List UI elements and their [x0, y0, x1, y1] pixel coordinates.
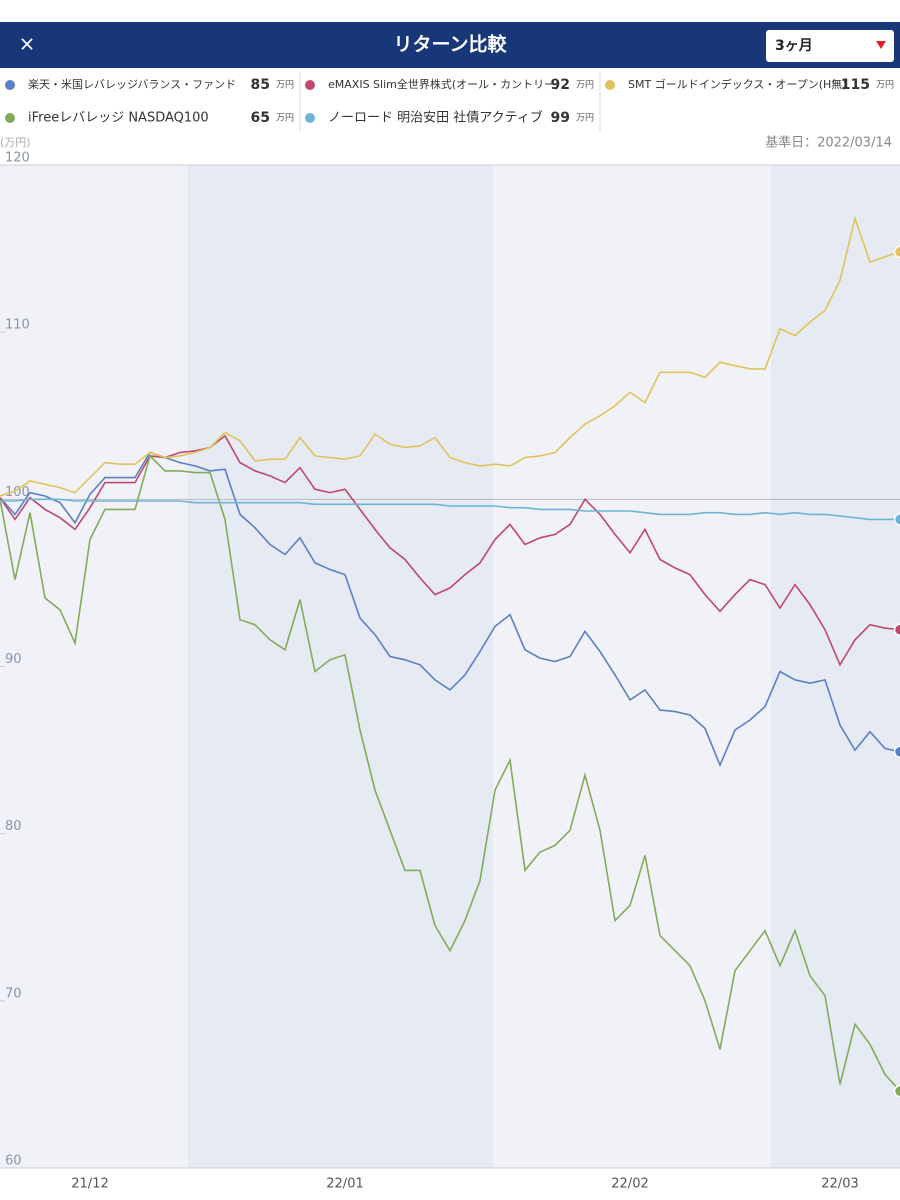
- legend-unit: 万円: [576, 80, 594, 91]
- x-tick-label: 22/01: [326, 1177, 363, 1192]
- legend-dot: [305, 113, 315, 123]
- end-dot: [893, 513, 900, 526]
- legend-value: 92: [551, 77, 570, 93]
- month-band: [188, 165, 493, 1168]
- y-tick-label: 110: [5, 318, 30, 333]
- legend-name: 楽天・米国レバレッジバランス・ファンド: [28, 78, 236, 91]
- x-tick-label: 22/03: [821, 1177, 858, 1192]
- legend-dot: [5, 80, 15, 90]
- legend-value: 65: [251, 110, 270, 126]
- legend-unit: 万円: [576, 113, 594, 124]
- legend-dot: [605, 80, 615, 90]
- period-label[interactable]: 3ヶ月: [775, 38, 813, 54]
- page-title: リターン比較: [393, 33, 507, 56]
- legend-unit: 万円: [876, 80, 894, 91]
- period-select[interactable]: [766, 30, 894, 62]
- base-date: 基準日：2022/03/14: [765, 135, 892, 151]
- legend-dot: [5, 113, 15, 123]
- legend-unit: 万円: [276, 113, 294, 124]
- y-tick-label: 70: [5, 986, 22, 1001]
- end-dot: [893, 245, 900, 259]
- legend-value: 115: [841, 77, 870, 93]
- legend-value: 85: [251, 77, 270, 93]
- y-tick-label: 60: [5, 1154, 22, 1169]
- end-dot: [893, 1084, 900, 1098]
- y-tick-label: 100: [5, 485, 30, 500]
- series-line: [0, 454, 900, 1092]
- y-tick-label: 80: [5, 819, 22, 834]
- header-bar: [0, 22, 900, 68]
- legend-name: eMAXIS Slim全世界株式(オール・カントリー): [328, 77, 559, 91]
- series-line: [0, 498, 900, 521]
- x-tick-label: 21/12: [71, 1177, 108, 1192]
- end-dot: [893, 745, 900, 759]
- x-tick-label: 22/02: [611, 1177, 648, 1192]
- legend-name: SMT ゴールドインデックス・オープン(H無): [628, 77, 847, 91]
- close-button[interactable]: ×: [19, 32, 36, 56]
- series-line: [0, 215, 900, 497]
- legend-dot: [305, 80, 315, 90]
- legend-name: iFreeレバレッジ NASDAQ100: [28, 111, 209, 126]
- y-axis-label: (万円): [0, 136, 31, 149]
- y-tick-label: 90: [5, 652, 22, 667]
- month-band: [771, 165, 900, 1168]
- legend-name: ノーロード 明治安田 社債アクティブ: [328, 110, 543, 126]
- legend-value: 99: [551, 110, 570, 126]
- end-dot: [893, 623, 900, 636]
- dropdown-arrow: [876, 41, 886, 49]
- y-tick-label: 120: [5, 151, 30, 166]
- legend-unit: 万円: [276, 80, 294, 91]
